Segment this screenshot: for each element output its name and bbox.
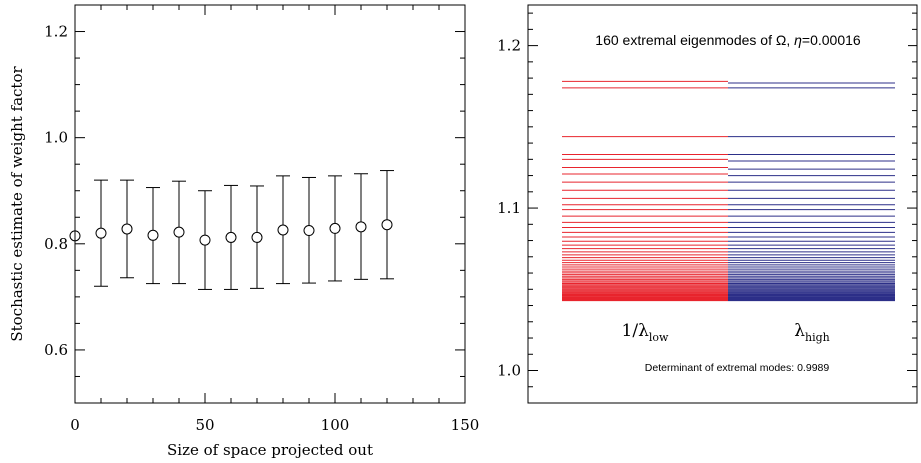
right-y-tick-label: 1.1 — [497, 199, 521, 217]
data-point — [250, 185, 264, 289]
left-plot-frame — [74, 4, 466, 404]
left-x-axis-label: Size of space projected out — [167, 441, 373, 459]
point-marker — [277, 224, 289, 236]
point-marker — [251, 231, 263, 243]
series-high — [728, 82, 895, 302]
data-point — [146, 187, 160, 285]
right-title: 160 extremal eigenmodes of Ω, η=0.00016 — [595, 32, 861, 48]
point-marker — [173, 226, 185, 238]
data-point — [120, 179, 134, 279]
left-x-tick-label: 50 — [195, 416, 214, 434]
point-marker — [95, 227, 107, 239]
series-label-low: 1/λlow — [622, 321, 669, 344]
data-point — [380, 170, 394, 280]
determinant-annotation: Determinant of extremal modes: 0.9989 — [645, 362, 830, 374]
left-x-tick-label: 100 — [321, 416, 350, 434]
left-y-tick-label: 1.2 — [44, 23, 68, 41]
data-point — [94, 179, 108, 287]
left-points — [69, 170, 394, 290]
point-marker — [69, 230, 81, 242]
right-title-prefix: 160 extremal eigenmodes of — [595, 32, 776, 48]
left-y-tick-label: 1.0 — [44, 129, 68, 147]
left-x-tick-label: 150 — [451, 416, 480, 434]
point-marker — [381, 219, 393, 231]
data-point — [198, 190, 212, 290]
data-point — [354, 173, 368, 280]
point-marker — [303, 225, 315, 237]
point-marker — [329, 222, 341, 234]
series-label-high-main: λ — [794, 321, 805, 341]
point-marker — [199, 234, 211, 246]
right-tick-labels: 1.0 1.1 1.2 — [497, 37, 521, 380]
left-y-axis-label: Stochastic estimate of weight factor — [8, 66, 26, 342]
series-label-low-sub: low — [649, 331, 669, 344]
series-label-high: λhigh — [794, 321, 830, 344]
point-marker — [121, 223, 133, 235]
right-y-tick-label: 1.0 — [497, 362, 521, 380]
data-point — [302, 176, 316, 284]
data-point — [328, 175, 342, 282]
right-title-background — [548, 27, 908, 51]
data-point — [69, 230, 81, 242]
left-y-tick-label: 0.6 — [44, 341, 68, 359]
right-ticks — [528, 12, 917, 404]
point-marker — [225, 231, 237, 243]
right-title-eta: η — [794, 32, 802, 48]
left-x-tick-label: 0 — [70, 416, 80, 434]
right-panel: 1.0 1.1 1.2 160 extremal eigenmodes of Ω, … — [497, 4, 918, 404]
left-panel: 0 50 100 150 0.6 0.8 1.0 1.2 Size of space proj… — [8, 4, 479, 459]
right-title-mid: , — [786, 32, 794, 48]
left-tick-labels: 0 50 100 150 0.6 0.8 1.0 1.2 — [44, 23, 479, 434]
right-title-suffix: =0.00016 — [802, 32, 861, 48]
left-ticks — [74, 4, 466, 404]
point-marker — [355, 221, 367, 233]
right-lines — [562, 80, 895, 302]
data-point — [224, 184, 238, 290]
data-point — [276, 175, 290, 285]
series-label-low-main: 1/λ — [622, 321, 650, 341]
right-y-tick-label: 1.2 — [497, 37, 521, 55]
data-point — [172, 180, 186, 285]
right-plot-frame — [527, 4, 918, 404]
series-low — [562, 80, 728, 302]
point-marker — [147, 229, 159, 241]
left-y-tick-label: 0.8 — [44, 235, 68, 253]
right-title-omega: Ω — [776, 32, 786, 48]
series-label-high-sub: high — [805, 331, 830, 344]
